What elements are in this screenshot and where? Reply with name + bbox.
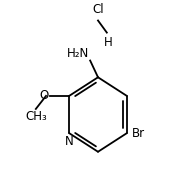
Text: Br: Br bbox=[132, 127, 145, 140]
Text: Cl: Cl bbox=[92, 3, 104, 16]
Text: CH₃: CH₃ bbox=[25, 110, 47, 123]
Text: N: N bbox=[65, 135, 74, 148]
Text: O: O bbox=[39, 89, 49, 102]
Text: H: H bbox=[103, 36, 112, 49]
Text: H₂N: H₂N bbox=[67, 47, 89, 60]
